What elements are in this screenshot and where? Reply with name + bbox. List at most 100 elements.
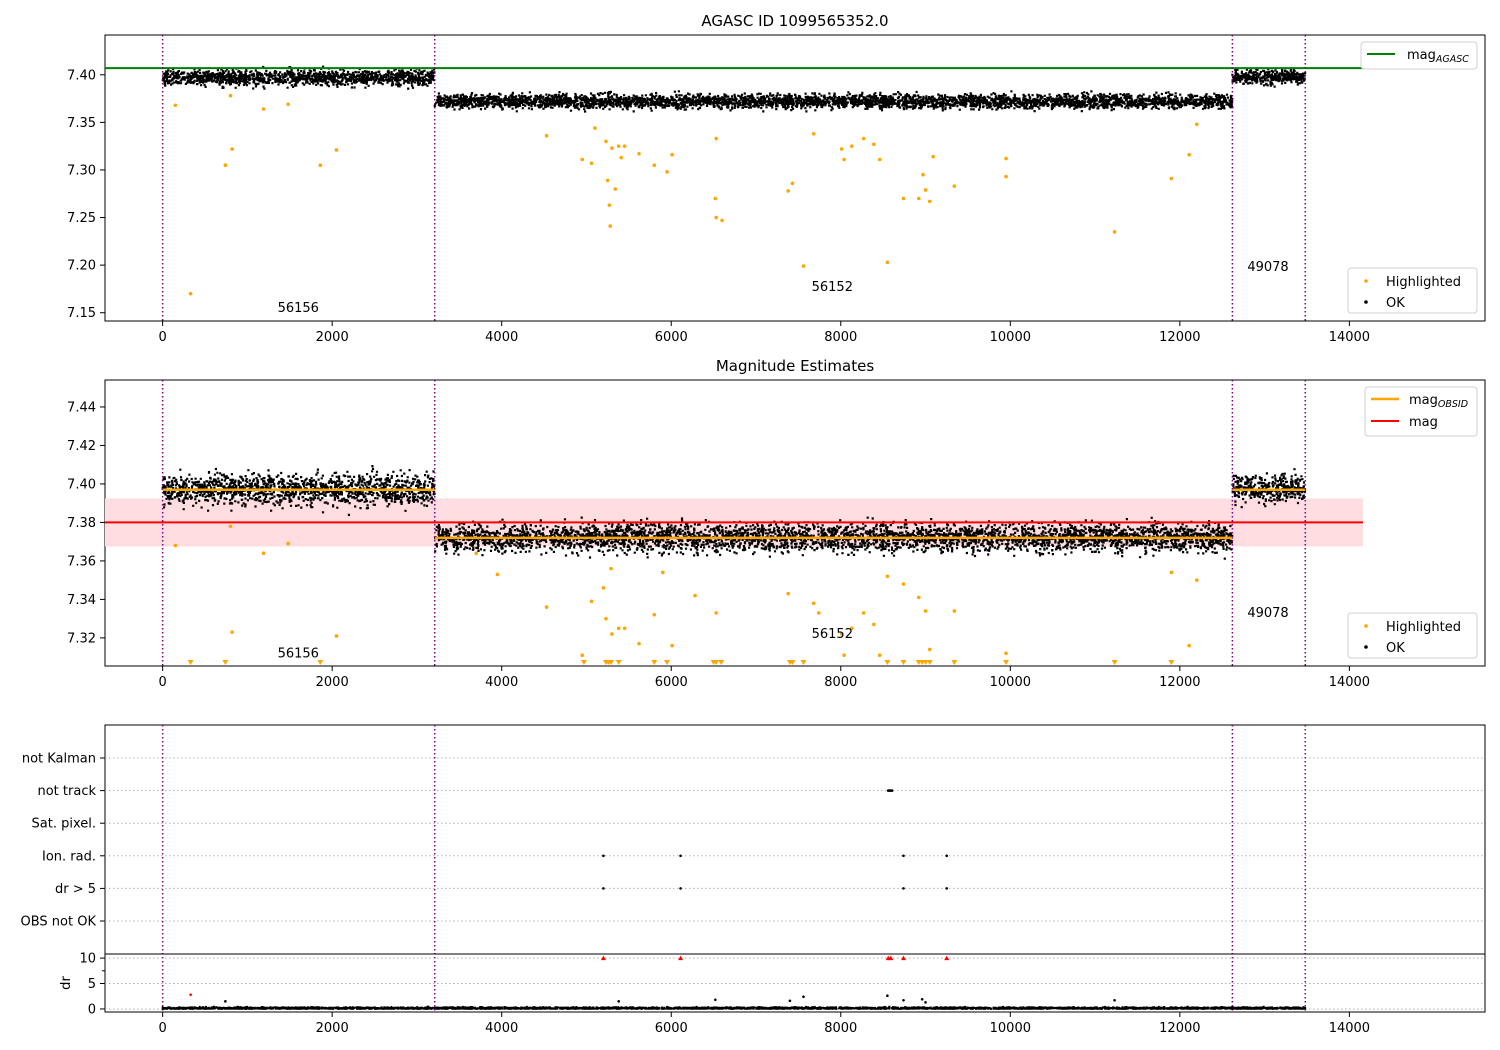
x-tick-label: 14000: [1329, 330, 1370, 345]
highlighted-point: [849, 144, 854, 148]
highlighted-point: [495, 572, 500, 577]
dr-flagged-marker: [888, 955, 894, 961]
highlighted-point: [786, 591, 791, 596]
flag-point: [902, 854, 905, 858]
flag-category-label: Ion. rad.: [42, 849, 96, 864]
x-tick-label: 6000: [655, 675, 688, 690]
highlighted-point: [786, 189, 791, 193]
highlighted-point: [872, 142, 876, 147]
below-range-marker: [922, 660, 929, 665]
below-range-marker: [800, 660, 807, 665]
below-range-marker: [900, 660, 907, 665]
dr-axis-label: dr: [59, 976, 74, 990]
dr-outlier-point: [924, 1001, 927, 1004]
highlighted-point: [228, 93, 233, 98]
x-tick-label: 2000: [316, 330, 349, 345]
dr-outlier-point: [788, 999, 792, 1003]
flag-category-label: Sat. pixel.: [32, 817, 96, 832]
highlighted-point: [609, 566, 613, 571]
highlighted-point: [714, 136, 718, 141]
legend-label-ok: OK: [1386, 296, 1405, 311]
flag-point: [890, 789, 894, 792]
highlighted-point: [605, 178, 610, 183]
legend-box: [1347, 267, 1478, 314]
highlighted-point: [652, 163, 657, 167]
obsid-label: 56156: [278, 646, 319, 661]
dr-flagged-marker: [901, 955, 907, 961]
dr-outlier-point: [920, 997, 924, 1001]
y-tick-label: 7.20: [67, 259, 96, 274]
dr-outlier-point: [224, 1000, 227, 1003]
legend-marker-highlighted: [1364, 624, 1368, 628]
highlighted-point: [693, 593, 697, 598]
legend-label-highlighted: Highlighted: [1386, 275, 1461, 290]
highlighted-point: [318, 163, 323, 167]
highlighted-point: [921, 172, 925, 177]
legend-box: [1347, 612, 1478, 659]
highlighted-point: [261, 551, 266, 556]
below-range-marker: [651, 660, 658, 665]
legend-marker-ok: [1364, 300, 1368, 304]
flag-category-label: OBS not OK: [21, 915, 97, 930]
highlighted-point: [923, 188, 928, 192]
y-tick-label: 7.40: [67, 68, 96, 83]
highlighted-point: [842, 653, 846, 658]
flag-category-label: not Kalman: [22, 752, 96, 767]
highlighted-point: [872, 622, 876, 627]
dr-outlier-point: [189, 993, 192, 997]
legend-label-ok: OK: [1386, 641, 1405, 656]
ok-points: [161, 65, 436, 90]
below-range-marker: [718, 660, 725, 665]
x-tick-label: 8000: [824, 1021, 857, 1036]
x-tick-label: 4000: [485, 1021, 518, 1036]
y-tick-label: 7.36: [67, 554, 96, 569]
obsid-label: 56156: [278, 301, 319, 316]
below-range-marker: [664, 660, 671, 665]
below-range-marker: [1168, 660, 1175, 665]
x-tick-label: 2000: [316, 1021, 349, 1036]
x-tick-label: 2000: [316, 675, 349, 690]
highlighted-point: [286, 102, 290, 107]
highlighted-point: [334, 148, 339, 152]
y-tick-label: 7.34: [67, 593, 96, 608]
x-tick-label: 10000: [990, 330, 1031, 345]
highlighted-point: [1169, 176, 1174, 181]
x-tick-label: 6000: [655, 330, 688, 345]
highlighted-point: [604, 139, 608, 144]
y-tick-label: 7.35: [67, 116, 96, 131]
obsid-label: 49078: [1247, 260, 1288, 275]
dr-ok-points: [161, 1005, 1307, 1010]
highlighted-point: [580, 157, 585, 162]
flag-point: [902, 887, 905, 890]
highlighted-point: [801, 264, 806, 268]
highlighted-point: [173, 103, 178, 108]
highlighted-point: [474, 551, 479, 556]
highlighted-point: [593, 126, 597, 130]
dr-outlier-point: [714, 998, 717, 1002]
x-tick-label: 8000: [824, 330, 857, 345]
legend-marker-highlighted: [1364, 279, 1368, 283]
highlighted-point: [228, 524, 233, 529]
legend-box: [1360, 41, 1478, 70]
highlighted-point: [861, 136, 866, 141]
highlighted-point: [811, 601, 816, 606]
x-tick-label: 14000: [1329, 1021, 1370, 1036]
y-tick-label: 7.25: [67, 211, 96, 226]
ok-points: [1231, 468, 1307, 509]
below-range-marker: [615, 660, 622, 665]
highlighted-point: [720, 218, 724, 223]
highlighted-point: [1004, 156, 1008, 161]
flag-point: [679, 887, 682, 890]
flag-point: [602, 887, 605, 890]
highlighted-point: [589, 599, 594, 604]
highlighted-point: [916, 196, 921, 201]
x-tick-label: 10000: [990, 675, 1031, 690]
highlighted-point: [877, 157, 882, 162]
highlighted-point: [665, 170, 669, 174]
below-range-marker: [317, 660, 324, 665]
y-tick-label: 7.15: [67, 306, 96, 321]
highlighted-point: [261, 107, 266, 111]
highlighted-point: [790, 181, 795, 186]
chart-title: Magnitude Estimates: [716, 357, 874, 375]
legend-label-mag: mag: [1409, 415, 1438, 430]
